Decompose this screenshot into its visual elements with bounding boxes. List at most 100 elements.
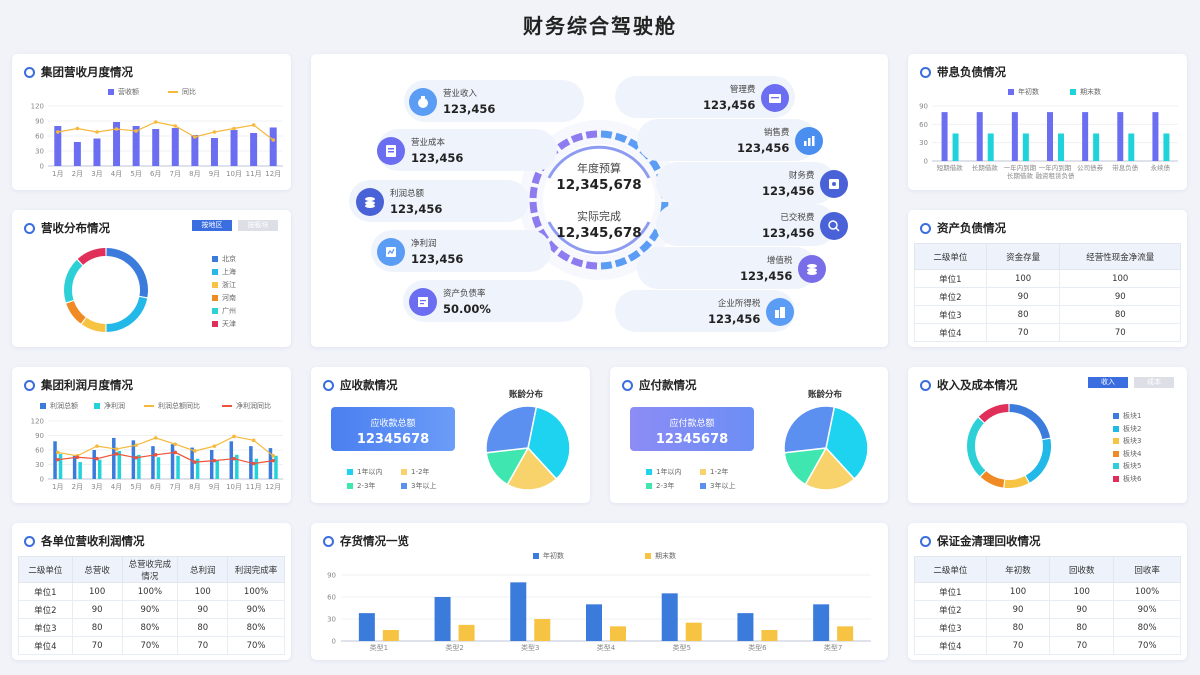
column-header[interactable]: 经营性现金净流量 [1059, 243, 1181, 270]
kpi-net-profit[interactable]: 净利润 123,456 [377, 237, 463, 266]
bar [586, 604, 602, 641]
table-row[interactable]: 单位1 100 100% 100 100% [18, 582, 285, 601]
legend-item[interactable]: 2-3年 [646, 481, 674, 491]
column-header[interactable]: 总营收完成情况 [121, 556, 179, 583]
legend-item[interactable]: 利润总额同比 [144, 401, 200, 411]
kpi-debt-ratio[interactable]: 资产负债率 50.00% [409, 287, 491, 316]
table-row[interactable]: 单位2 90 90% 90 90% [18, 600, 285, 619]
legend-label: 浙江 [222, 281, 236, 289]
kpi-cost[interactable]: 营业成本 123,456 [377, 136, 463, 165]
table-cell: 80 [985, 618, 1051, 637]
line-point [134, 129, 138, 133]
legend-item[interactable]: 广州 [212, 306, 236, 316]
legend-item[interactable]: 板块4 [1113, 449, 1141, 459]
legend-item[interactable]: 期末数 [1070, 87, 1101, 97]
legend-item[interactable]: 1年以内 [347, 467, 382, 477]
legend-item[interactable]: 天津 [212, 319, 236, 329]
series-line [57, 451, 274, 465]
table-row[interactable]: 单位1 100 100 [914, 269, 1181, 288]
legend-item[interactable]: 北京 [212, 254, 236, 264]
bar [1128, 133, 1135, 161]
column-header[interactable]: 总营收 [71, 556, 123, 583]
table-row[interactable]: 单位2 90 90 [914, 287, 1181, 306]
safe-icon [820, 169, 849, 198]
legend-item[interactable]: 营收额 [108, 87, 139, 97]
table-row[interactable]: 单位2 90 90 90% [914, 600, 1181, 619]
toggle-by-segment[interactable]: 按板块 [238, 220, 278, 231]
table-row[interactable]: 单位3 80 80% 80 80% [18, 618, 285, 637]
table-row[interactable]: 单位3 80 80 80% [914, 618, 1181, 637]
legend-item[interactable]: 河南 [212, 293, 236, 303]
legend-item[interactable]: 净利润同比 [222, 401, 271, 411]
bar [1152, 112, 1159, 161]
legend-item[interactable]: 净利润 [94, 401, 125, 411]
legend-item[interactable]: 2-3年 [347, 481, 375, 491]
table-row[interactable]: 单位4 70 70 [914, 323, 1181, 342]
toggle-cost[interactable]: 成本 [1134, 377, 1174, 388]
legend-item[interactable]: 3年以上 [700, 481, 735, 491]
donut-segment [81, 317, 106, 332]
kpi-vat[interactable]: 增值税 123,456 [740, 254, 827, 283]
bar [534, 619, 551, 641]
legend-item[interactable]: 年初数 [533, 551, 564, 561]
column-header[interactable]: 利润完成率 [227, 556, 285, 583]
legend-item[interactable]: 板块6 [1113, 474, 1141, 484]
legend-item[interactable]: 浙江 [212, 280, 236, 290]
bar [230, 130, 238, 166]
kpi-income-tax[interactable]: 企业所得税 123,456 [708, 297, 795, 326]
column-header[interactable]: 年初数 [985, 556, 1051, 583]
table-row[interactable]: 单位3 80 80 [914, 305, 1181, 324]
legend-item[interactable]: 板块3 [1113, 436, 1141, 446]
kpi-tax-paid[interactable]: 已交税费 123,456 [762, 211, 849, 240]
bar [190, 447, 194, 479]
kpi-pill [377, 129, 557, 171]
legend-item[interactable]: 1年以内 [646, 467, 681, 477]
table-cell: 70 [177, 636, 229, 655]
legend-label: 1-2年 [710, 468, 729, 476]
legend-item[interactable]: 1-2年 [401, 467, 429, 477]
receivable-total-box[interactable]: 应收款总额 12345678 [331, 407, 455, 451]
kpi-management-fee[interactable]: 管理费 123,456 [703, 83, 790, 112]
kpi-total-profit[interactable]: 利润总额 123,456 [356, 187, 442, 216]
legend-item[interactable]: 年初数 [1008, 87, 1039, 97]
column-header[interactable]: 二级单位 [914, 556, 987, 583]
kpi-sales-fee[interactable]: 销售费 123,456 [737, 126, 824, 155]
receivable-pie [485, 405, 571, 491]
kpi-pill [637, 247, 817, 289]
legend-item[interactable]: 板块1 [1113, 411, 1141, 421]
legend-item[interactable]: 同比 [168, 87, 196, 97]
legend-item[interactable]: 上海 [212, 267, 236, 277]
bar [1117, 112, 1124, 161]
legend-item[interactable]: 1-2年 [700, 467, 728, 477]
legend-item[interactable]: 板块2 [1113, 424, 1141, 434]
column-header[interactable]: 二级单位 [914, 243, 987, 270]
donut-segment [1009, 404, 1051, 440]
line-point [212, 444, 217, 448]
table-cell: 80 [1059, 305, 1181, 324]
legend-item[interactable]: 期末数 [645, 551, 676, 561]
column-header[interactable]: 回收数 [1049, 556, 1115, 583]
kpi-revenue[interactable]: 营业收入 123,456 [409, 87, 495, 116]
column-header[interactable]: 总利润 [177, 556, 229, 583]
table-row[interactable]: 单位4 70 70% 70 70% [18, 636, 285, 655]
table-row[interactable]: 单位4 70 70 70% [914, 636, 1181, 655]
table-row[interactable]: 单位1 100 100 100% [914, 582, 1181, 601]
center-card: 年度预算 12,345,678 实际完成 12,345,678 营业收入 123,… [311, 54, 888, 347]
legend-label: 板块6 [1123, 474, 1142, 483]
donut-segment [967, 417, 986, 477]
column-header[interactable]: 二级单位 [18, 556, 73, 583]
toggle-by-region[interactable]: 按地区 [192, 220, 232, 231]
legend-item[interactable]: 板块5 [1113, 461, 1141, 471]
legend-swatch [700, 483, 706, 489]
payable-total-box[interactable]: 应付款总额 12345678 [630, 407, 754, 451]
column-header[interactable]: 回收率 [1113, 556, 1181, 583]
column-header[interactable]: 资金存量 [985, 243, 1061, 270]
ring-segment [531, 171, 542, 185]
bar [54, 126, 62, 166]
kpi-finance-fee[interactable]: 财务费 123,456 [762, 169, 849, 198]
line-point [153, 436, 158, 440]
legend-item[interactable]: 3年以上 [401, 481, 436, 491]
legend-item[interactable]: 利润总额 [40, 401, 78, 411]
toggle-income[interactable]: 收入 [1088, 377, 1128, 388]
circle-icon [24, 66, 35, 78]
